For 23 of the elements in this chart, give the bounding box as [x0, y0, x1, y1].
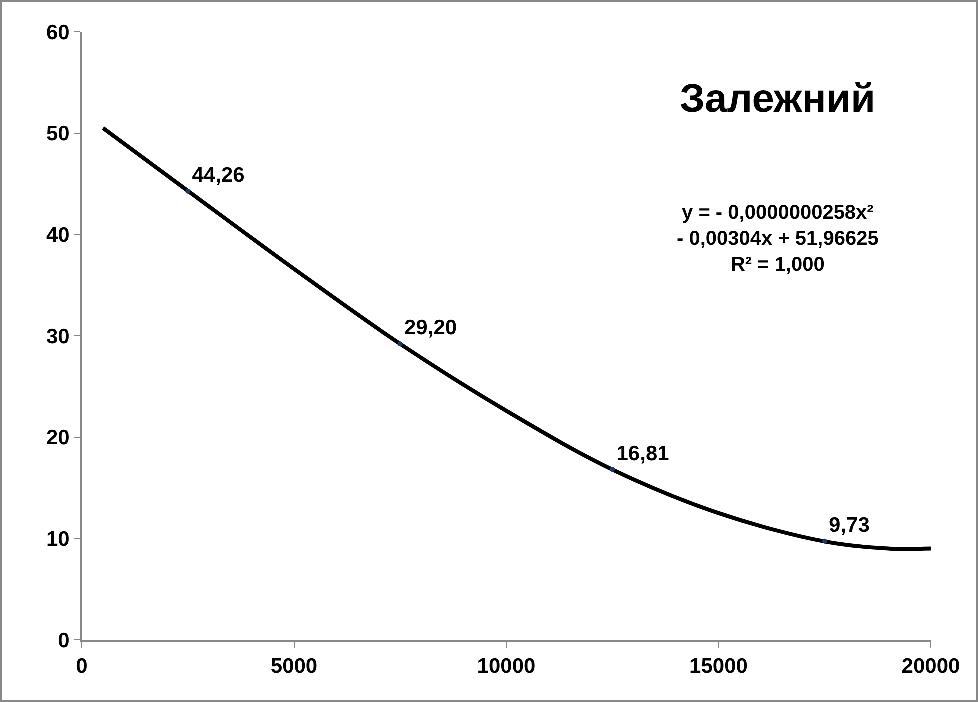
- data-label: 44,26: [192, 164, 245, 188]
- y-tick-label: 30: [46, 325, 70, 348]
- x-tick-label: 5000: [270, 655, 318, 678]
- y-tick-label: 20: [46, 426, 70, 450]
- point: [398, 342, 403, 347]
- data-label: 9,73: [829, 514, 870, 538]
- y-tick-label: 50: [46, 122, 70, 146]
- y-tick-label: 0: [58, 629, 70, 652]
- annotation: Залежний: [680, 77, 876, 121]
- point: [186, 189, 191, 194]
- x-tick-label: 15000: [690, 655, 748, 678]
- y-tick-label: 10: [46, 528, 70, 552]
- line-series: [101, 126, 931, 552]
- x-tick-label: 20000: [902, 655, 960, 678]
- x-tick-label: 0: [76, 655, 88, 678]
- y-tick-label: 40: [46, 224, 70, 248]
- point: [822, 538, 828, 544]
- point: [610, 467, 616, 472]
- data-label: 16,81: [616, 442, 670, 466]
- x-tick-label: 10000: [477, 655, 536, 678]
- annotation: y = - 0,0000000258x² - 0,00304x + 51,96625 R² = 1,000: [677, 202, 879, 276]
- y-tick-label: 60: [46, 21, 70, 44]
- data-label: 29,20: [404, 316, 458, 340]
